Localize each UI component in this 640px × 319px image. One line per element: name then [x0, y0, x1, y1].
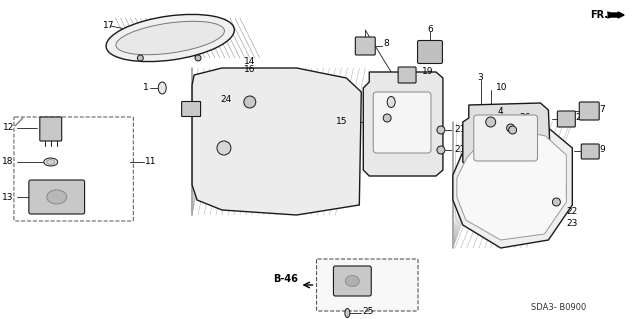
FancyBboxPatch shape [333, 266, 371, 296]
Text: 19: 19 [422, 66, 433, 76]
Text: 1: 1 [143, 83, 148, 92]
Text: 14: 14 [244, 57, 256, 66]
Text: 7: 7 [599, 105, 605, 114]
Text: 15: 15 [336, 117, 348, 127]
Ellipse shape [195, 55, 201, 61]
Polygon shape [453, 122, 572, 248]
Ellipse shape [383, 114, 391, 122]
FancyBboxPatch shape [417, 41, 442, 63]
FancyBboxPatch shape [182, 101, 200, 116]
Ellipse shape [138, 55, 143, 61]
Text: 21: 21 [454, 145, 465, 153]
FancyBboxPatch shape [579, 102, 599, 120]
Text: 22: 22 [566, 207, 577, 217]
Ellipse shape [47, 190, 67, 204]
Text: FR.: FR. [590, 10, 608, 20]
FancyBboxPatch shape [317, 259, 418, 311]
Text: 17: 17 [102, 20, 114, 29]
FancyBboxPatch shape [557, 111, 575, 127]
Ellipse shape [116, 21, 225, 55]
FancyBboxPatch shape [398, 67, 416, 83]
Ellipse shape [509, 126, 516, 134]
Ellipse shape [486, 117, 495, 127]
Ellipse shape [437, 126, 445, 134]
Ellipse shape [437, 146, 445, 154]
Ellipse shape [507, 124, 515, 132]
Polygon shape [463, 103, 550, 168]
Ellipse shape [387, 97, 395, 108]
FancyBboxPatch shape [40, 117, 61, 141]
Ellipse shape [44, 158, 58, 166]
FancyBboxPatch shape [29, 180, 84, 214]
FancyBboxPatch shape [581, 144, 599, 159]
Text: 1: 1 [402, 95, 408, 105]
FancyArrow shape [608, 12, 624, 18]
Text: 20: 20 [575, 113, 587, 122]
Text: 23: 23 [566, 219, 578, 227]
Text: 4: 4 [498, 108, 503, 116]
Ellipse shape [158, 82, 166, 94]
Ellipse shape [244, 96, 256, 108]
Polygon shape [192, 68, 362, 215]
Text: 25: 25 [362, 308, 374, 316]
Text: 2: 2 [561, 188, 567, 197]
Ellipse shape [345, 308, 350, 317]
FancyBboxPatch shape [355, 37, 375, 55]
FancyBboxPatch shape [474, 115, 538, 161]
Text: 3: 3 [477, 73, 483, 83]
Text: 21: 21 [454, 124, 465, 133]
Ellipse shape [217, 141, 231, 155]
Text: 13: 13 [3, 192, 14, 202]
Ellipse shape [346, 276, 359, 286]
Text: 16: 16 [244, 65, 256, 75]
Text: 8: 8 [383, 40, 389, 48]
Text: 12: 12 [3, 123, 14, 132]
Polygon shape [364, 72, 443, 176]
Text: 6: 6 [427, 25, 433, 33]
Text: 24: 24 [221, 95, 232, 105]
FancyBboxPatch shape [373, 92, 431, 153]
Text: 26: 26 [394, 101, 406, 110]
Text: 10: 10 [495, 84, 507, 93]
Text: 26: 26 [520, 114, 531, 122]
Text: 18: 18 [3, 158, 14, 167]
Text: SDA3- B0900: SDA3- B0900 [531, 303, 586, 313]
Text: 11: 11 [145, 158, 157, 167]
Text: 5: 5 [209, 105, 215, 114]
Ellipse shape [552, 198, 561, 206]
Polygon shape [457, 130, 566, 240]
Ellipse shape [106, 14, 234, 62]
Text: B-46: B-46 [273, 274, 298, 284]
Ellipse shape [47, 160, 55, 165]
Text: 9: 9 [599, 145, 605, 153]
